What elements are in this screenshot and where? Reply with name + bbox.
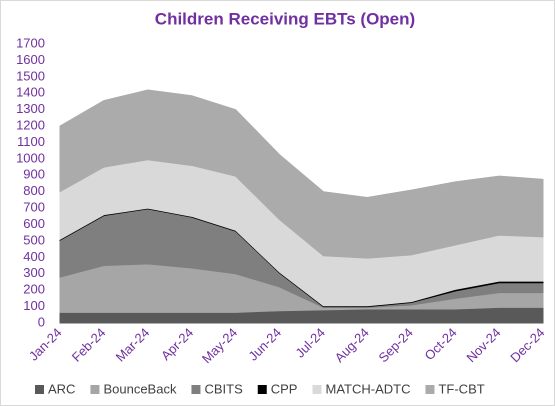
legend-swatch	[90, 385, 100, 394]
legend-swatch	[257, 385, 267, 394]
y-tick-label: 100	[23, 298, 45, 313]
legend-label: BounceBack	[103, 381, 176, 396]
chart-title: Children Receiving EBTs (Open)	[155, 9, 415, 28]
legend-label: MATCH-ADTC	[325, 381, 410, 396]
y-tick-label: 700	[23, 200, 45, 215]
y-tick-label: 1200	[16, 117, 45, 132]
y-tick-label: 0	[38, 314, 45, 329]
y-tick-label: 600	[23, 216, 45, 231]
area	[59, 89, 544, 259]
y-tick-label: 1300	[16, 101, 45, 116]
legend-label: CPP	[271, 381, 298, 396]
y-tick-label: 1600	[16, 52, 45, 67]
legend-label: CBITS	[204, 381, 243, 396]
y-tick-label: 1400	[16, 85, 45, 100]
y-tick-label: 1500	[16, 68, 45, 83]
legend-swatch	[425, 385, 435, 394]
y-tick-label: 1000	[16, 150, 45, 165]
y-tick-label: 200	[23, 282, 45, 297]
legend-label: ARC	[48, 381, 75, 396]
y-tick-label: 900	[23, 167, 45, 182]
legend-swatch	[191, 385, 201, 394]
y-tick-label: 1700	[16, 35, 45, 50]
legend-label: TF-CBT	[438, 381, 484, 396]
y-tick-label: 1100	[17, 134, 45, 149]
y-tick-label: 500	[23, 232, 45, 247]
y-tick-label: 800	[23, 183, 45, 198]
y-tick-label: 300	[23, 265, 45, 280]
legend-swatch	[312, 385, 322, 394]
legend-swatch	[35, 385, 44, 394]
y-tick-label: 400	[23, 249, 45, 264]
